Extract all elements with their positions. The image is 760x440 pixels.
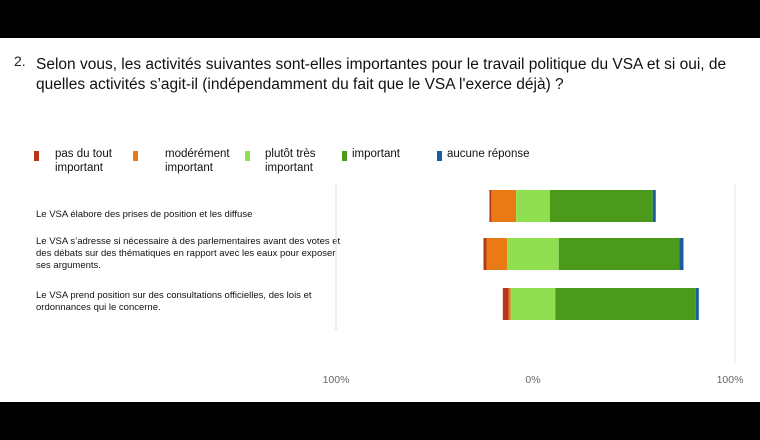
bar-segment-row0-series4 [652,190,656,222]
diverging-bar-chart: 100% 0% 100% [323,183,744,386]
legend-swatch-3 [342,151,347,161]
x-tick-label-2: 100% [717,374,744,386]
bar-segment-row1-series1 [486,238,508,270]
bar-segment-row0-series3 [549,190,653,222]
legend-label-0: pas du tout important [55,148,112,174]
legend-label-1: modérément important [165,148,230,174]
category-label-2: Le VSA prend position sur des consultati… [36,290,312,313]
question-number: 2. [14,53,26,69]
bar-segment-row2-series1 [508,288,511,320]
bar-segment-row0-series1 [491,190,517,222]
x-tick-label-0: 100% [323,374,350,386]
bar-segment-row1-series0 [483,238,487,270]
bar-segment-row2-series4 [695,288,699,320]
category-label-1: Le VSA s’adresse si nécessaire à des par… [36,236,341,271]
legend-swatch-4 [437,151,442,161]
legend-swatch-0 [34,151,39,161]
bar-segment-row2-series2 [510,288,556,320]
slide: 2. Selon vous, les activités suivantes s… [0,38,760,402]
bar-segment-row2-series0 [502,288,509,320]
question-text: Selon vous, les activités suivantes sont… [36,56,727,93]
bar-segment-row1-series2 [507,238,559,270]
bar-segment-row0-series0 [489,190,492,222]
legend-label-2: plutôt très important [265,148,316,174]
legend-swatch-1 [133,151,138,161]
bar-segment-row2-series3 [555,288,696,320]
bar-segment-row1-series4 [679,238,684,270]
legend-swatch-2 [245,151,250,161]
category-label-0: Le VSA élabore des prises de position et… [36,209,253,220]
legend-label-4: aucune réponse [447,148,530,160]
bar-segment-row1-series3 [558,238,680,270]
bar-segment-row0-series2 [516,190,550,222]
x-tick-label-1: 0% [525,374,540,386]
legend-label-3: important [352,148,400,160]
